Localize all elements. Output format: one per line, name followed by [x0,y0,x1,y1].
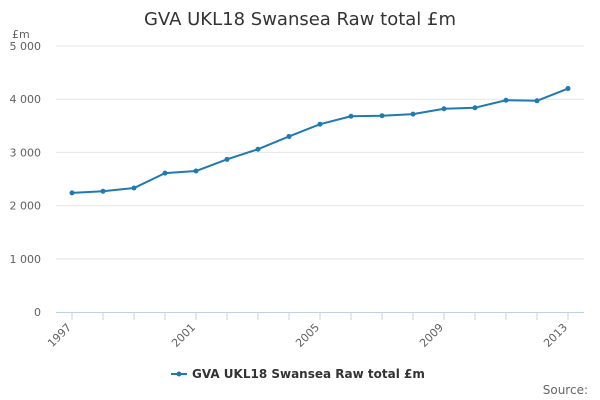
x-tick-label: 2001 [169,321,198,350]
data-point[interactable] [131,185,137,191]
legend-marker-icon [176,371,182,377]
y-tick-label: 2 000 [10,200,42,213]
y-tick-label: 5 000 [10,40,42,53]
source-credit[interactable]: Source: [543,383,588,397]
x-tick-label: 2009 [417,321,446,350]
legend[interactable]: GVA UKL18 Swansea Raw total £m [171,367,425,381]
y-tick-label: 3 000 [10,146,42,159]
data-point[interactable] [472,105,478,111]
chart-title: GVA UKL18 Swansea Raw total £m [144,9,456,30]
y-axis-label: £m [12,28,30,41]
data-point[interactable] [255,146,261,152]
legend-label: GVA UKL18 Swansea Raw total £m [192,367,425,381]
x-axis: 1997 2001 2005 2009 2013 [45,312,584,350]
y-axis-ticks: 0 1 000 2 000 3 000 4 000 5 000 [10,40,42,319]
data-point[interactable] [410,111,416,117]
data-point[interactable] [348,113,354,119]
data-point[interactable] [379,113,385,119]
data-point[interactable] [317,121,323,127]
data-point[interactable] [441,106,447,112]
data-point[interactable] [565,86,571,92]
x-tick-label: 1997 [45,321,74,350]
data-point[interactable] [503,97,509,103]
data-point[interactable] [162,170,168,176]
y-tick-label: 0 [34,306,41,319]
gridlines [56,45,584,260]
x-tick-label: 2013 [541,321,570,350]
data-point[interactable] [286,133,292,139]
data-point[interactable] [100,188,106,194]
x-tick-label: 2005 [293,321,322,350]
data-point[interactable] [69,190,75,196]
y-tick-label: 4 000 [10,93,42,106]
series-line[interactable] [71,87,569,194]
y-tick-label: 1 000 [10,253,42,266]
data-point[interactable] [193,168,199,174]
data-point[interactable] [534,98,540,104]
series-group [69,86,571,196]
data-point[interactable] [224,156,230,162]
